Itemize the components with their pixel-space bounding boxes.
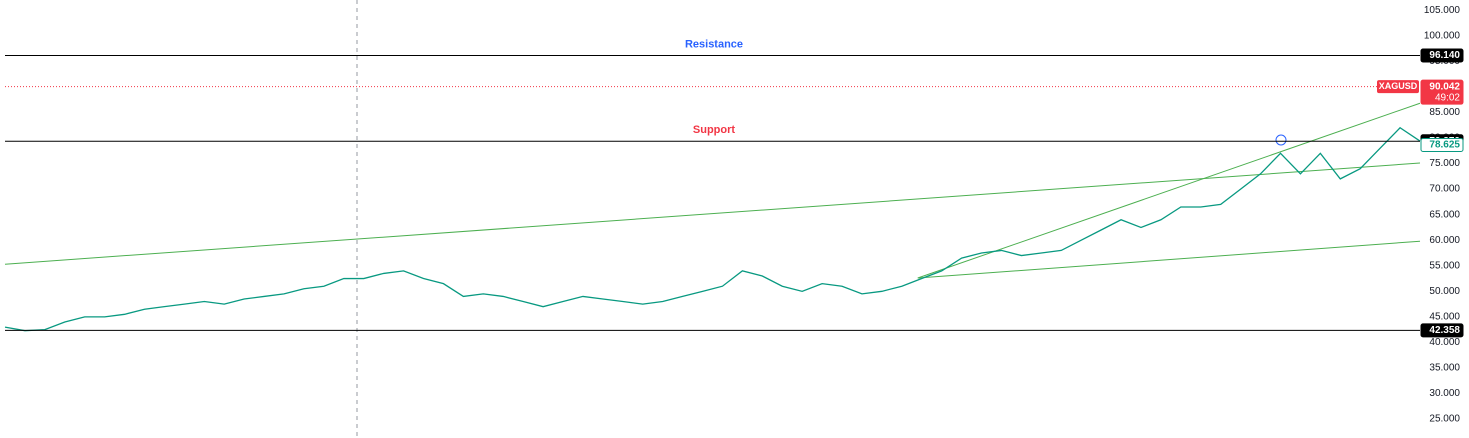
y-tick-label: 35.000 (1429, 363, 1460, 374)
y-tick-label: 50.000 (1429, 286, 1460, 297)
price-tag (1420, 79, 1464, 105)
price-tag-label: 96.140 (1429, 50, 1460, 61)
price-tag-label: 78.625 (1429, 140, 1460, 151)
level-text: Resistance (685, 38, 743, 50)
price-tag (1420, 323, 1464, 338)
level-text: Support (693, 124, 735, 136)
symbol-label: XAGUSD (1379, 81, 1418, 91)
y-tick-label: 25.000 (1429, 414, 1460, 425)
trendline (4, 162, 1421, 265)
y-tick-label: 75.000 (1429, 158, 1460, 169)
price-line (4, 126, 1421, 332)
y-tick-label: 105.000 (1424, 5, 1461, 16)
y-tick-label: 55.000 (1429, 260, 1460, 271)
countdown: 49:02 (1435, 92, 1460, 103)
anchor-handle (1275, 134, 1287, 146)
y-tick-label: 45.000 (1429, 312, 1460, 323)
symbol-tag (1377, 80, 1419, 94)
trendline (917, 102, 1421, 279)
y-tick-label: 40.000 (1429, 337, 1460, 348)
price-tag (1420, 48, 1464, 63)
price-tag-label: 90.042 (1429, 81, 1460, 92)
y-tick-label: 65.000 (1429, 209, 1460, 220)
y-tick-label: 30.000 (1429, 388, 1460, 399)
y-tick-label: 100.000 (1424, 30, 1461, 41)
y-tick-label: 60.000 (1429, 235, 1460, 246)
y-tick-label: 70.000 (1429, 184, 1460, 195)
y-tick-label: 85.000 (1429, 107, 1460, 118)
price-tag-label: 42.358 (1429, 325, 1460, 336)
trendline (917, 240, 1421, 279)
price-tag (1420, 138, 1464, 153)
